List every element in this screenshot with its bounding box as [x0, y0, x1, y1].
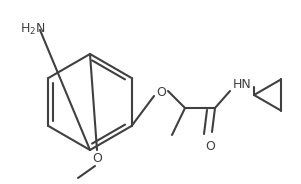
Text: O: O	[92, 151, 102, 164]
Text: H$_2$N: H$_2$N	[20, 22, 45, 37]
Text: O: O	[156, 86, 166, 98]
Text: HN: HN	[233, 79, 251, 91]
Text: O: O	[205, 139, 215, 153]
